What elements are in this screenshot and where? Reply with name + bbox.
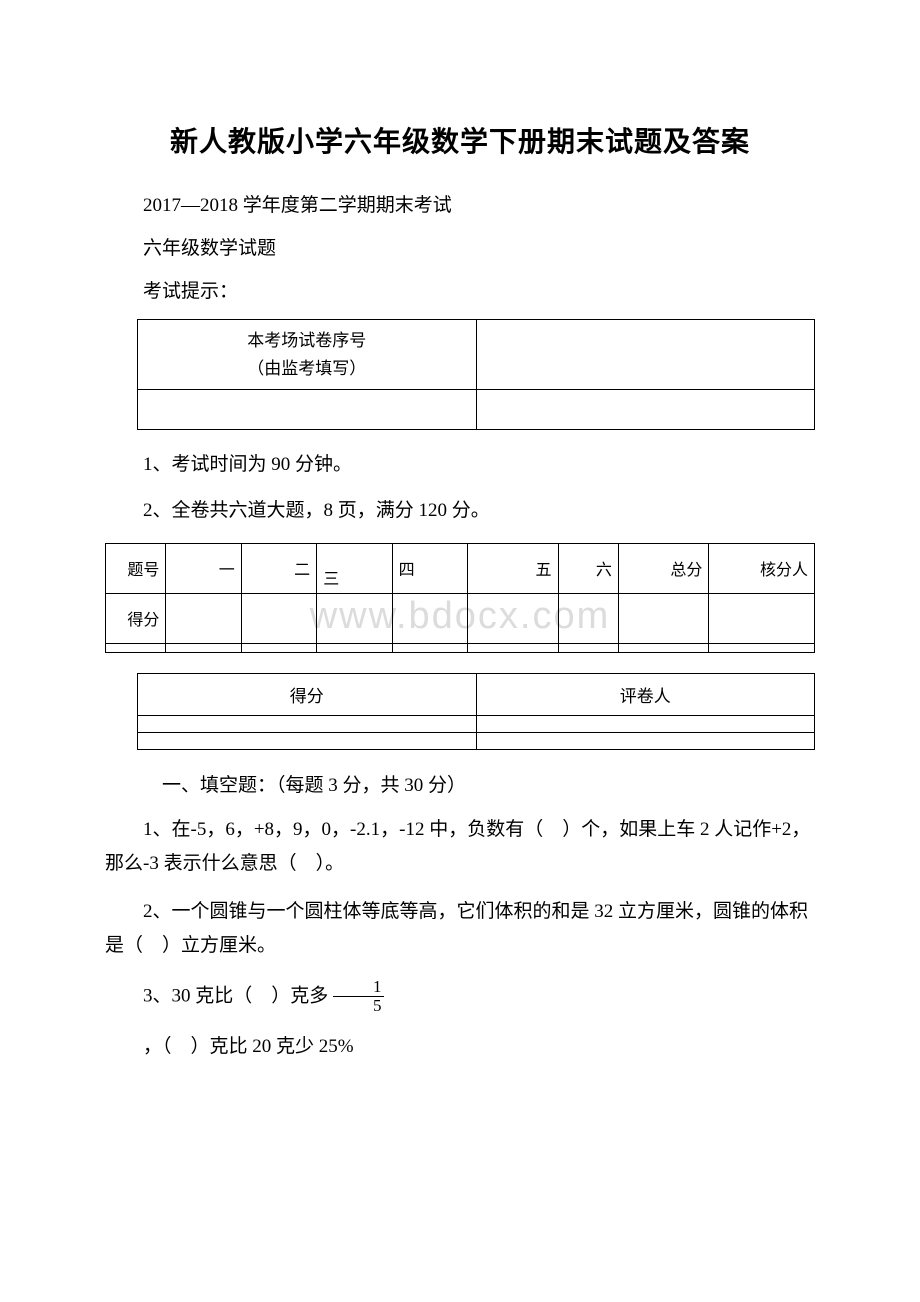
score-2 [241, 593, 316, 643]
info-empty-2 [476, 390, 815, 430]
score-empty-0 [106, 643, 166, 652]
info-empty-1 [138, 390, 477, 430]
header-col-4: 四 [392, 543, 467, 593]
score-6 [558, 593, 618, 643]
fraction-1-5: 1 5 [333, 978, 384, 1016]
header-col-6: 六 [558, 543, 618, 593]
grade-score-label: 得分 [138, 673, 477, 715]
score-label: 得分 [106, 593, 166, 643]
question-3-part1: 3、30 克比（ ）克多 1 5 [105, 978, 815, 1016]
header-total: 总分 [618, 543, 709, 593]
score-empty-7 [618, 643, 709, 652]
score-empty-1 [166, 643, 241, 652]
grade-reviewer-label: 评卷人 [476, 673, 815, 715]
header-checker: 核分人 [709, 543, 815, 593]
score-empty-5 [468, 643, 559, 652]
instruction-2: 2、全卷共六道大题，8 页，满分 120 分。 [105, 496, 815, 526]
score-4 [392, 593, 467, 643]
grader-table: 得分 评卷人 [137, 673, 815, 750]
score-empty-8 [709, 643, 815, 652]
grade-reviewer-value [476, 715, 815, 732]
header-col-5: 五 [468, 543, 559, 593]
score-checker [709, 593, 815, 643]
exam-notice-label: 考试提示： [105, 276, 815, 303]
score-summary-table: 题号 一 二 三 四 五 六 总分 核分人 得分 [105, 543, 815, 653]
score-3 [317, 593, 392, 643]
score-empty-4 [392, 643, 467, 652]
question-3-part2: ，（ ）克比 20 克少 25% [105, 1030, 815, 1064]
instruction-1: 1、考试时间为 90 分钟。 [105, 450, 815, 480]
header-col-2: 二 [241, 543, 316, 593]
score-empty-3 [317, 643, 392, 652]
header-col-1: 一 [166, 543, 241, 593]
academic-year: 2017—2018 学年度第二学期期末考试 [105, 190, 815, 217]
exam-seq-label: 本考场试卷序号 （由监考填写） [138, 320, 477, 390]
question-1: 1、在-5，6，+8，9，0，-2.1，-12 中，负数有（ ）个，如果上车 2… [105, 813, 815, 881]
score-total [618, 593, 709, 643]
document-title: 新人教版小学六年级数学下册期末试题及答案 [105, 120, 815, 160]
score-1 [166, 593, 241, 643]
exam-seq-value [476, 320, 815, 390]
header-question-num: 题号 [106, 543, 166, 593]
grade-score-value [138, 715, 477, 732]
score-empty-2 [241, 643, 316, 652]
header-col-3: 三 [317, 543, 392, 593]
exam-subject: 六年级数学试题 [105, 233, 815, 260]
grade-empty-2 [476, 732, 815, 749]
score-5 [468, 593, 559, 643]
exam-info-table: 本考场试卷序号 （由监考填写） [137, 319, 815, 430]
score-empty-6 [558, 643, 618, 652]
question-2: 2、一个圆锥与一个圆柱体等底等高，它们体积的和是 32 立方厘米，圆锥的体积是（… [105, 895, 815, 963]
grade-empty-1 [138, 732, 477, 749]
section-1-title: 一、填空题：（每题 3 分，共 30 分） [105, 770, 815, 797]
